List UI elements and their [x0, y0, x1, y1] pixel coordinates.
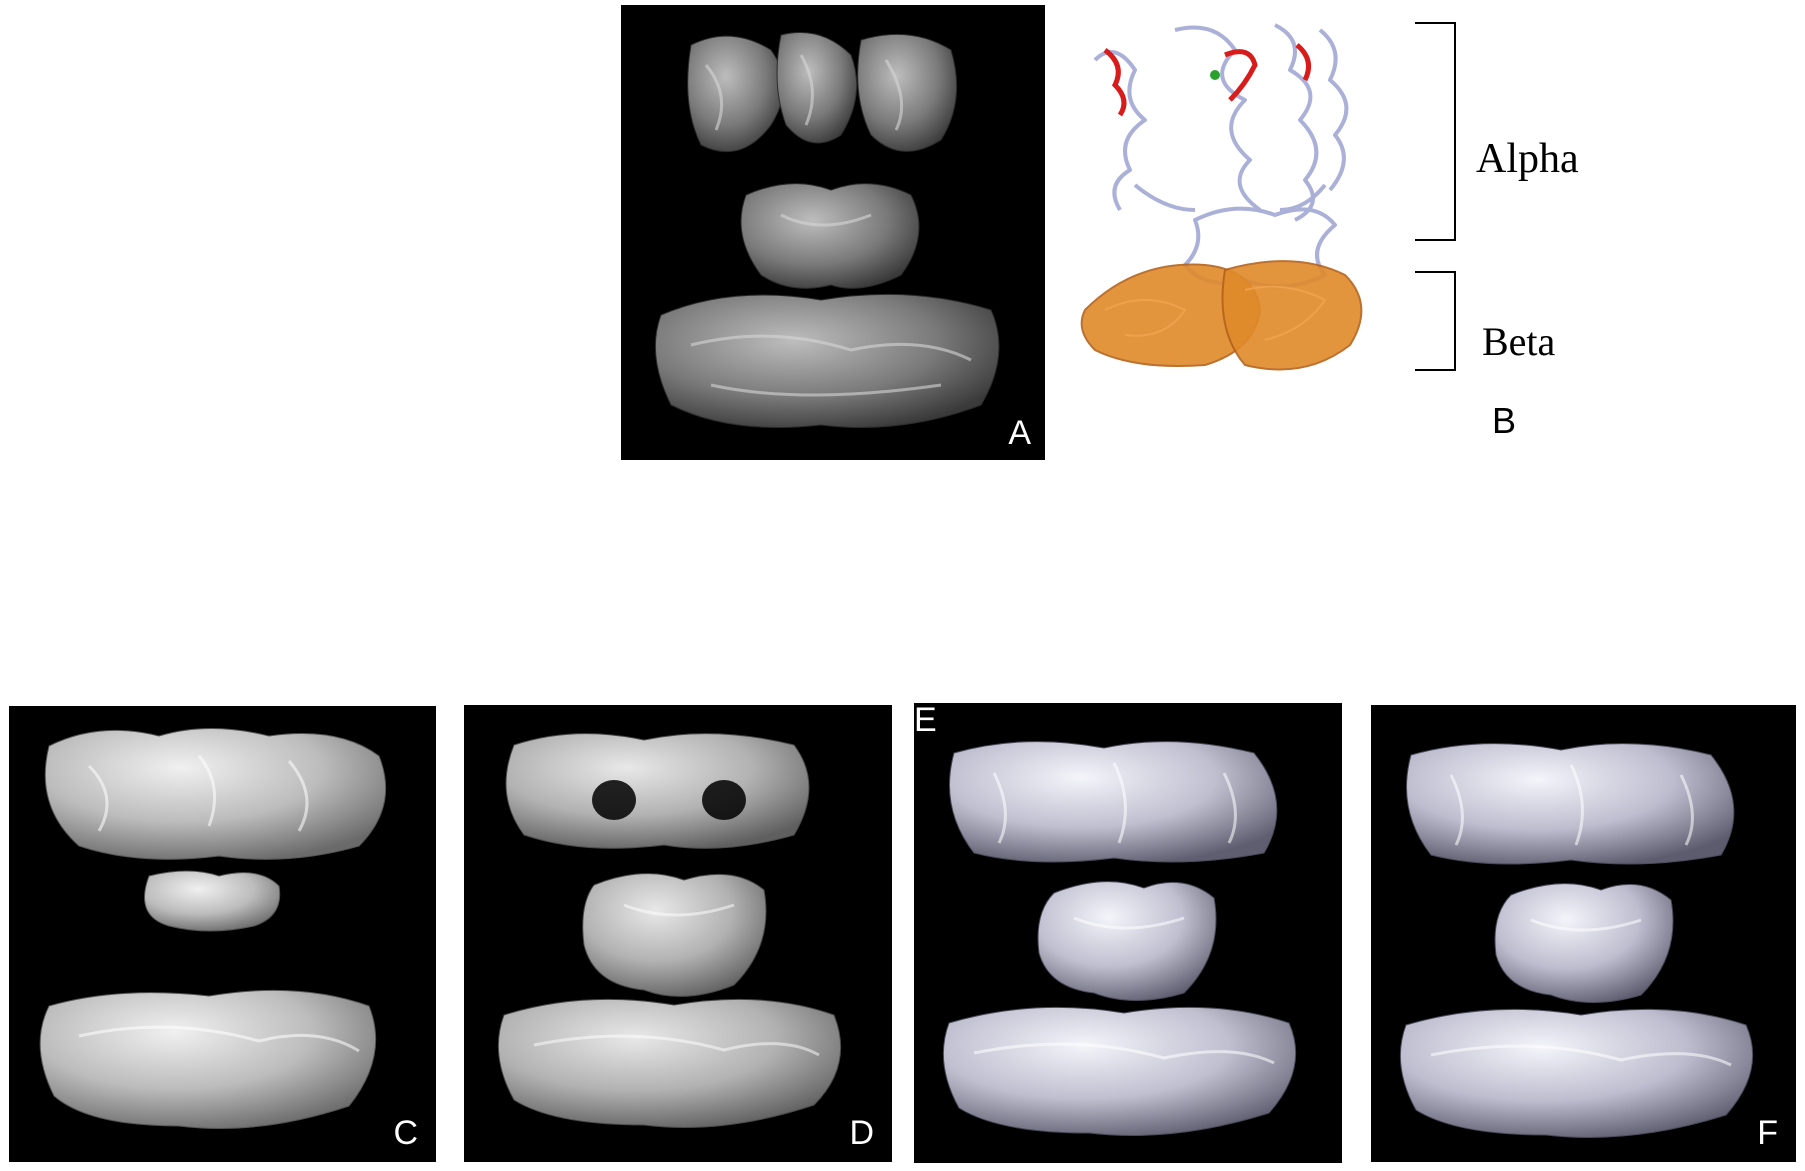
- panel-b-structure: Alpha Beta B: [1075, 10, 1635, 465]
- beta-chain: [1080, 260, 1363, 371]
- panel-d-density-map: D: [464, 705, 892, 1162]
- panel-c-letter: C: [393, 1114, 418, 1152]
- panel-c-density-map: C: [9, 706, 436, 1162]
- panel-b-letter: B: [1492, 400, 1517, 441]
- panel-e-letter: E: [914, 703, 937, 739]
- ligand-marker: [1210, 70, 1220, 80]
- highlight-helices: [1103, 43, 1312, 117]
- density-map-d-image: [497, 733, 842, 1128]
- panel-a-density-map: A: [621, 5, 1045, 460]
- density-map-e-image: [942, 741, 1297, 1136]
- panel-f-density-map: F: [1371, 705, 1796, 1162]
- panel-d-letter: D: [849, 1114, 874, 1152]
- density-map-a-image: [654, 32, 1000, 428]
- alpha-label: Alpha: [1476, 136, 1579, 182]
- panel-e-density-map: E: [914, 703, 1342, 1163]
- structure-ribbon-image: [1080, 22, 1456, 371]
- panel-a-letter: A: [1008, 414, 1031, 452]
- beta-label: Beta: [1482, 319, 1556, 364]
- density-map-f-image: [1399, 743, 1754, 1138]
- density-map-c-image: [39, 728, 387, 1129]
- brackets: [1415, 22, 1456, 371]
- panel-f-letter: F: [1757, 1114, 1778, 1152]
